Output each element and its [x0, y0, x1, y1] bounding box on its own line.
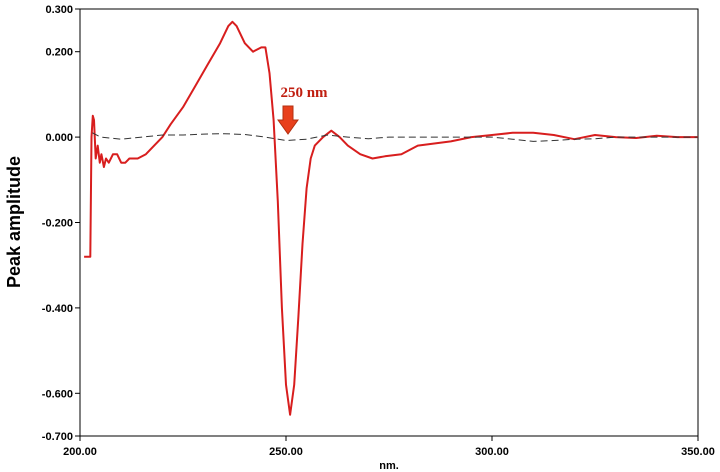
series-layer	[84, 20, 698, 416]
y-tick-label: -0.400	[42, 303, 73, 315]
x-axis-label: nm.	[379, 460, 399, 472]
arrow-down-icon	[277, 105, 299, 135]
x-tick-label: 200.00	[63, 446, 97, 458]
baseline-series-line	[92, 132, 698, 142]
y-tick-label: -0.700	[42, 431, 73, 443]
y-axis-label: Peak amplitude	[4, 156, 24, 288]
y-tick-label: -0.600	[42, 388, 73, 400]
x-tick-label: 250.00	[269, 446, 303, 458]
x-tick-label: 350.00	[681, 446, 715, 458]
annotation-label: 250 nm	[280, 85, 328, 101]
y-axis: 0.300 0.200 0.000 -0.200 -0.400 -0.600 -0.700	[42, 4, 80, 443]
x-axis: 200.00 250.00 300.00 350.00	[63, 436, 715, 458]
x-tick-label: 300.00	[475, 446, 509, 458]
annotation-layer: 250 nm	[277, 85, 328, 135]
y-tick-label: 0.200	[45, 47, 73, 59]
spectrum-series-line	[84, 20, 698, 416]
y-tick-label: 0.000	[45, 132, 73, 144]
y-tick-label: 0.300	[45, 4, 73, 16]
y-tick-label: -0.200	[42, 218, 73, 230]
plot-frame	[79, 8, 699, 437]
